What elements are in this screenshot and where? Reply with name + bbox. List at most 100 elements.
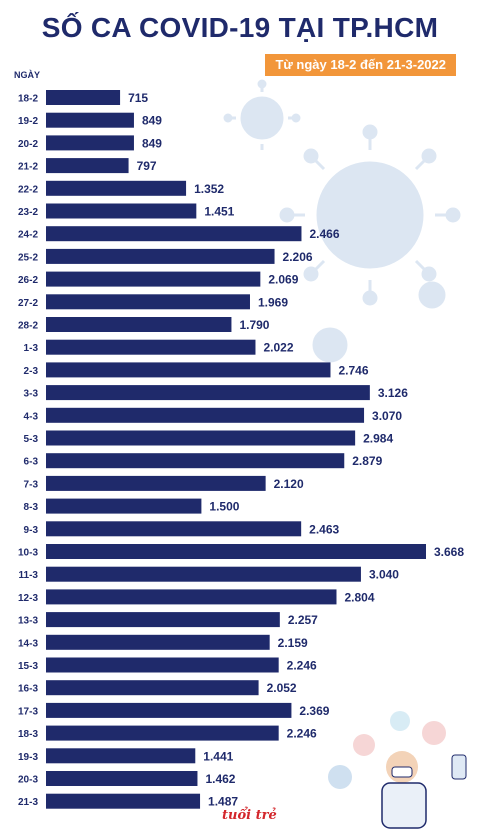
bar	[46, 385, 370, 401]
value-label: 2.052	[267, 681, 297, 695]
category-label: 27-2	[18, 298, 38, 309]
bar	[46, 112, 134, 128]
category-label: 1-3	[24, 343, 39, 354]
virus-icon	[316, 161, 424, 269]
bar	[46, 566, 361, 582]
value-label: 2.466	[309, 227, 339, 241]
value-label: 2.463	[309, 522, 339, 536]
bar	[46, 271, 261, 287]
bar	[46, 589, 337, 605]
person-icon	[390, 711, 410, 731]
phone-icon	[451, 754, 467, 780]
value-label: 2.069	[268, 273, 298, 287]
date-range-badge: Từ ngày 18-2 đến 21-3-2022	[265, 54, 456, 76]
value-label: 2.246	[287, 727, 317, 741]
category-label: 4-3	[24, 411, 39, 422]
bar	[46, 135, 134, 151]
category-label: 11-3	[19, 570, 39, 581]
bar	[46, 544, 426, 559]
value-label: 715	[128, 91, 148, 105]
bar	[46, 317, 232, 332]
category-label: 14-3	[18, 638, 38, 649]
value-label: 1.487	[208, 795, 238, 809]
category-label: 21-2	[18, 162, 38, 173]
virus-icon	[312, 327, 348, 363]
value-label: 3.070	[372, 409, 402, 423]
value-label: 3.668	[434, 545, 464, 559]
category-label: 19-3	[18, 752, 38, 763]
bar	[46, 680, 259, 696]
value-label: 849	[142, 136, 162, 150]
category-label: 21-3	[18, 797, 38, 808]
value-label: 1.441	[203, 749, 233, 763]
bar	[46, 748, 196, 764]
y-axis-label: NGÀY	[14, 70, 41, 80]
category-label: 5-3	[24, 434, 39, 445]
value-label: 2.879	[352, 454, 382, 468]
category-label: 17-3	[18, 706, 38, 717]
bar	[46, 158, 129, 174]
value-label: 2.159	[278, 636, 308, 650]
category-label: 23-2	[18, 207, 38, 218]
category-label: 18-2	[18, 94, 38, 105]
hands-icon	[422, 721, 446, 745]
value-label: 797	[137, 159, 157, 173]
category-label: 28-2	[18, 321, 38, 332]
bar	[46, 339, 256, 355]
category-label: 7-3	[24, 479, 39, 490]
category-label: 25-2	[18, 252, 38, 263]
bar	[46, 657, 279, 673]
value-label: 2.984	[363, 432, 393, 446]
tuoi-tre-logo: tuổi trẻ	[222, 808, 277, 823]
category-label: 20-3	[18, 775, 38, 786]
value-label: 2.206	[283, 250, 313, 264]
value-label: 2.746	[338, 363, 368, 377]
person-icon	[353, 734, 375, 756]
bar	[46, 793, 201, 809]
category-label: 18-3	[18, 729, 38, 740]
bar	[46, 90, 121, 105]
bar	[46, 521, 302, 537]
category-label: 8-3	[24, 502, 39, 513]
bar	[46, 226, 302, 242]
category-label: 15-3	[18, 661, 38, 672]
category-label: 9-3	[24, 525, 39, 536]
category-label: 16-3	[18, 684, 38, 695]
bar	[46, 634, 270, 650]
value-label: 2.246	[287, 659, 317, 673]
value-label: 1.451	[204, 205, 234, 219]
bar	[46, 475, 266, 491]
bar	[46, 771, 198, 786]
value-label: 2.804	[344, 590, 374, 604]
value-label: 2.369	[299, 704, 329, 718]
value-label: 2.022	[263, 341, 293, 355]
bar	[46, 612, 280, 628]
category-label: 20-2	[18, 139, 38, 150]
value-label: 3.040	[369, 568, 399, 582]
bar	[46, 725, 279, 741]
bar	[46, 407, 365, 423]
value-label: 1.790	[239, 318, 269, 332]
category-label: 22-2	[18, 184, 38, 195]
person-icon	[328, 765, 352, 789]
category-label: 24-2	[18, 230, 38, 241]
value-label: 3.126	[378, 386, 408, 400]
value-label: 1.969	[258, 295, 288, 309]
bar	[46, 248, 275, 264]
bar	[46, 702, 292, 718]
bar	[46, 294, 250, 310]
value-label: 849	[142, 114, 162, 128]
chart-title: SỐ CA COVID-19 TẠI TP.HCM	[41, 12, 439, 43]
bar	[46, 498, 202, 514]
category-label: 13-3	[18, 616, 38, 627]
bar	[46, 203, 197, 219]
bar	[46, 180, 187, 196]
virus-icon	[418, 281, 446, 309]
category-label: 2-3	[24, 366, 39, 377]
value-label: 2.120	[274, 477, 304, 491]
value-label: 1.500	[209, 500, 239, 514]
category-label: 6-3	[24, 457, 39, 468]
value-label: 2.257	[288, 613, 318, 627]
